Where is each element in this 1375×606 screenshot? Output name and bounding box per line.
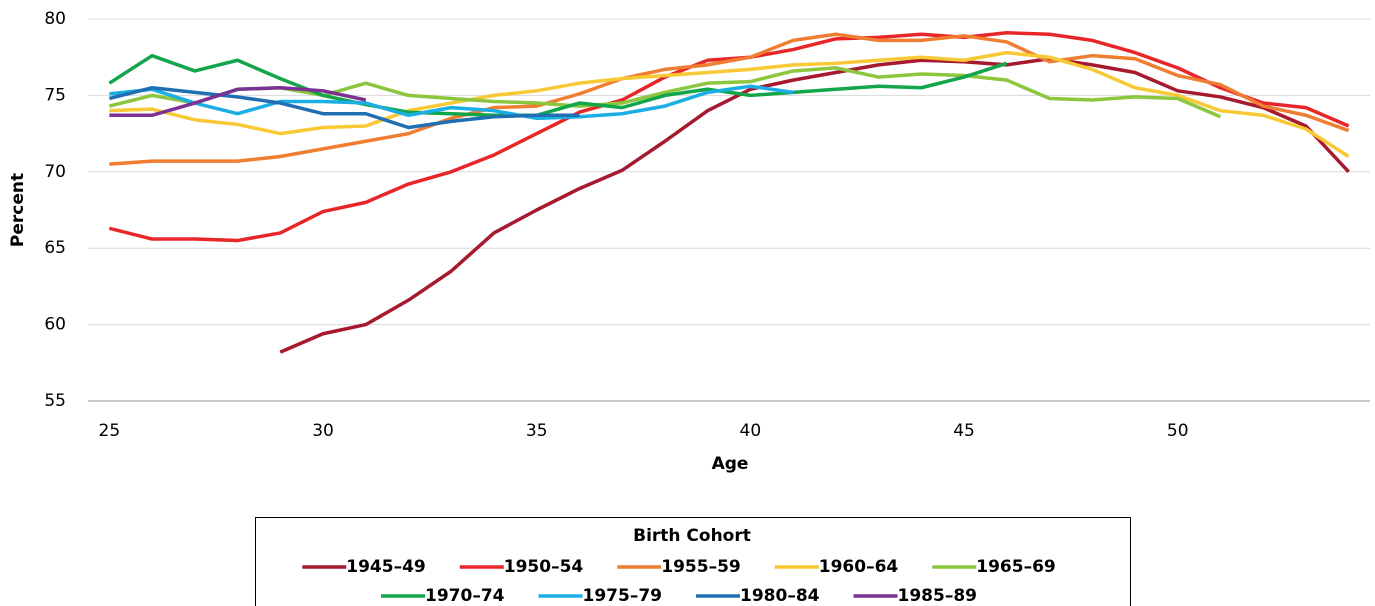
legend-label: 1960–64 [819,557,899,577]
y-tick-label: 70 [44,162,66,182]
legend-label: 1965–69 [976,557,1055,577]
y-tick-label: 65 [44,238,66,258]
x-tick-label: 40 [740,421,762,441]
line-series [108,86,580,130]
y-tick-label: 60 [44,315,66,335]
legend-title: Birth Cohort [633,526,751,546]
line-series [109,32,1350,166]
x-axis-label: Age [712,454,749,474]
line-series [279,56,1350,354]
legend-label: 1955–59 [661,557,740,577]
x-tick-label: 25 [99,421,121,441]
legend-label: 1945–49 [346,557,425,577]
x-tick-label: 30 [312,421,334,441]
line-series [108,53,1008,118]
legend-label: 1970–74 [425,586,505,606]
y-tick-label: 80 [44,9,66,29]
x-tick-label: 35 [526,421,548,441]
legend-box [255,517,1131,606]
line-series [109,50,1350,158]
legend-label: 1975–79 [583,586,662,606]
y-axis-label: Percent [8,173,28,247]
x-tick-label: 45 [953,421,975,441]
y-tick-label: 75 [44,85,66,105]
legend-label: 1985–89 [898,586,977,606]
legend-label: 1980–84 [740,586,820,606]
y-tick-label: 55 [44,391,66,411]
legend-label: 1950–54 [504,557,584,577]
line-series [108,31,1350,243]
line-series [109,84,794,121]
x-tick-label: 50 [1167,421,1189,441]
line-series [109,86,367,118]
